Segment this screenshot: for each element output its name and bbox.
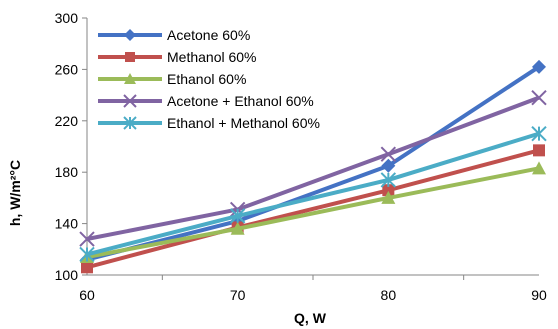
data-point — [381, 190, 396, 204]
data-point — [380, 172, 397, 188]
x-tick-label: 80 — [381, 287, 397, 303]
y-tick-label: 220 — [55, 113, 79, 129]
legend-label: Ethanol + Methanol 60% — [167, 115, 320, 131]
y-axis-label: h, W/m²°C — [7, 160, 23, 226]
data-point — [230, 221, 245, 235]
x-tick-label: 90 — [531, 287, 547, 303]
y-tick-label: 140 — [55, 216, 79, 232]
y-tick-label: 300 — [55, 10, 79, 26]
series-line — [86, 166, 540, 259]
y-tick-label: 180 — [55, 164, 79, 180]
series-1 — [80, 59, 546, 267]
series — [79, 59, 547, 274]
legend-marker — [125, 52, 135, 62]
data-point — [229, 208, 246, 224]
series-line — [86, 148, 540, 270]
series-line — [86, 95, 540, 241]
legend-marker — [123, 116, 137, 130]
legend-item: Ethanol + Methanol 60% — [98, 115, 320, 131]
legend: Acetone 60% Methanol 60% Ethanol 60% Aceton… — [98, 27, 320, 131]
x-tick-label: 60 — [79, 287, 95, 303]
legend-label: Acetone + Ethanol 60% — [167, 93, 314, 109]
data-point — [81, 261, 93, 274]
data-point — [79, 231, 95, 247]
x-tick-label: 70 — [230, 287, 246, 303]
series-line — [86, 65, 541, 262]
y-tick-label: 260 — [55, 61, 79, 77]
data-point — [531, 125, 547, 142]
data-point — [381, 158, 396, 173]
data-point — [532, 59, 546, 74]
data-point — [531, 89, 547, 106]
series-3 — [80, 161, 546, 264]
data-point — [533, 144, 545, 157]
data-point — [532, 161, 546, 175]
data-point — [380, 146, 397, 162]
legend-marker — [124, 73, 136, 84]
legend-item: Ethanol 60% — [98, 71, 246, 87]
legend-item: Methanol 60% — [98, 49, 257, 65]
legend-item: Acetone + Ethanol 60% — [98, 93, 314, 109]
legend-label: Ethanol 60% — [167, 71, 246, 87]
data-point — [382, 184, 395, 197]
legend-marker — [124, 29, 136, 41]
legend-label: Acetone 60% — [167, 27, 250, 43]
legend-item: Acetone 60% — [98, 27, 250, 43]
x-axis-label: Q, W — [294, 310, 327, 326]
series-5 — [79, 125, 547, 263]
series-2 — [81, 144, 545, 274]
y-tick-label: 100 — [55, 267, 79, 283]
series-line — [86, 131, 540, 257]
legend-label: Methanol 60% — [167, 49, 257, 65]
data-point — [79, 246, 95, 263]
ticks: 100 140 180 220 260 300 60 70 80 90 — [55, 10, 547, 303]
legend-marker — [123, 94, 137, 108]
